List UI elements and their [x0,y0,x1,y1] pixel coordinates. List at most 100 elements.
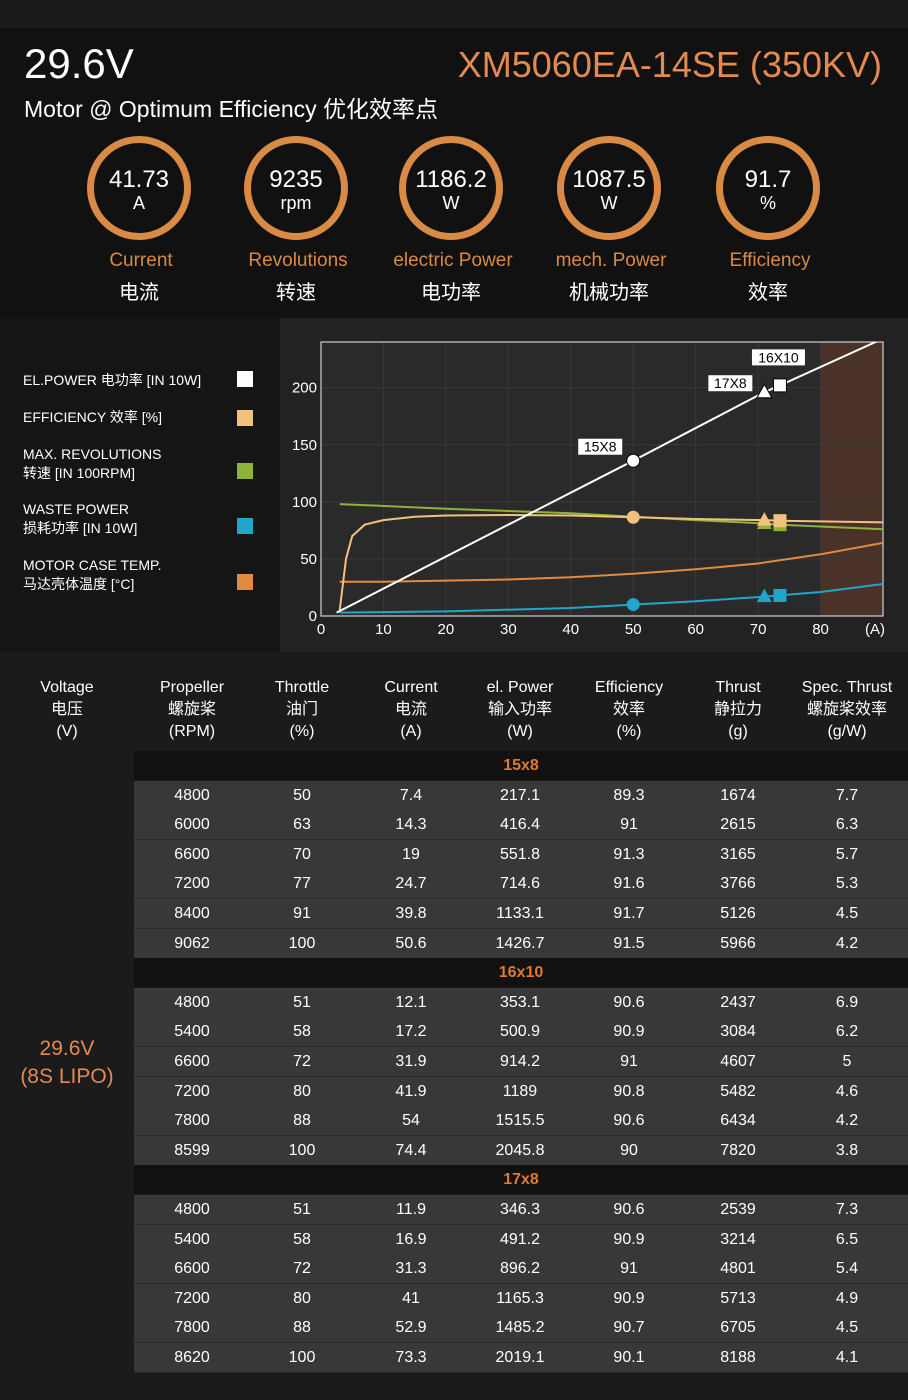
gauge-label-en: electric Power [393,250,513,271]
table-cell: 58 [293,1230,311,1248]
motor-model: XM5060EA-14SE (350KV) [457,44,882,85]
table-cell: 80 [293,1082,311,1100]
table-cell: 5966 [720,934,756,952]
table-cell: 714.6 [499,875,541,893]
table-cell: 6600 [174,1053,210,1070]
table-cell: 6000 [174,816,210,834]
table-cell: 7.3 [835,1201,859,1218]
y-tick-label: 200 [292,380,317,397]
table-row: 7200 77 24.7 714.6 91.6 3766 5.3 [134,869,908,900]
table-cell: 3165 [720,845,756,863]
table-cell: 90.7 [613,1319,645,1337]
table-cell: 5.4 [835,1260,859,1278]
column-header: Voltage 电压 (V) [7,677,127,743]
table-cell: 63 [293,816,311,834]
table-cell: 52.9 [395,1319,427,1337]
table-cell: 500.9 [499,1023,541,1041]
legend-label: MOTOR CASE TEMP. [23,557,162,573]
table-cell: 4.5 [835,1319,859,1337]
performance-chart: 0 10 20 30 40 50 60 70 80 (A) 0 50 100 150 200 15X8 17X8… [292,341,885,638]
legend-item: WASTE POWER 损耗功率 [IN 10W] [23,500,137,538]
gauge: 41.73 A [87,136,191,240]
callout-box [578,438,623,455]
column-header: Thrust 静拉力 (g) [678,677,798,743]
table-cell: 24.7 [395,875,427,893]
voltage-cell: 29.6V (8S LIPO) [0,1035,134,1091]
gauge-value: 1087.5 [572,166,646,193]
table-cell: 58 [293,1023,311,1041]
gauge-ring [399,136,503,240]
table-cell: 4.2 [835,1112,859,1130]
table-cell: 90 [620,1141,638,1159]
column-header-en: Voltage [40,679,94,696]
column-header-unit: (g/W) [827,723,867,740]
table-row: 5400 58 16.9 491.2 90.9 3214 6.5 [134,1224,908,1255]
table-cell: 90.9 [613,1230,645,1248]
series-line-case-temp [339,541,883,583]
x-tick-label: 40 [562,621,579,638]
legend-swatch [237,463,253,479]
table-cell: 91.3 [613,845,645,863]
table-cell: 12.1 [395,993,427,1011]
column-header-unit: (g) [728,723,748,740]
gauge-label-cn: 电流 [119,282,159,304]
table-cell: 39.8 [395,905,427,922]
table-header [0,664,908,750]
table-cell: 88 [293,1319,311,1337]
table-cell: 54 [402,1112,420,1130]
table-cell: 91.6 [613,875,645,893]
y-tick-label: 50 [300,551,317,568]
table-cell: 16.9 [395,1230,427,1248]
table-cell: 5.7 [835,845,859,863]
table-cell: 4800 [174,993,210,1011]
table-cell: 41.9 [395,1082,427,1100]
table-cell: 4.2 [835,934,859,952]
table-row: 7200 80 41.9 1189 90.8 5482 4.6 [134,1076,908,1107]
table-cell: 5400 [174,1230,210,1248]
table-cell: 1133.1 [496,905,544,922]
gauge: 9235 rpm [244,136,348,240]
table-cell: 3084 [720,1023,756,1041]
column-header-unit: (%) [289,723,315,740]
gauge-label-cn: 效率 [748,282,788,304]
table-cell: 1165.3 [496,1289,544,1307]
marker-17x8-el-power [756,383,773,399]
table-cell: 100 [288,934,316,952]
gauge-unit: A [132,193,145,213]
table-row: 9062 100 50.6 1426.7 91.5 5966 4.2 [134,928,908,959]
table-cell: 7800 [174,1112,210,1130]
table-cell: 491.2 [499,1230,541,1248]
table-cell: 72 [293,1260,311,1278]
gauge-unit: rpm [280,193,312,213]
column-header-unit: (%) [616,723,642,740]
table-cell: 4801 [720,1260,756,1278]
table-cell: 100 [288,1141,316,1159]
column-header-unit: (A) [400,723,422,740]
x-tick-label: 20 [438,621,455,638]
table-cell: 8188 [720,1349,756,1366]
legend-label: EFFICIENCY 效率 [%] [23,409,162,425]
chart-panel: 0 10 20 30 40 50 60 70 80 (A) 0 50 100 150 200 15X8 17X8… [280,318,908,652]
table-cell: 8620 [174,1349,210,1366]
propeller-section-header: 15x8 [134,751,908,780]
table-cell: 3214 [720,1230,756,1248]
battery-type: (8S LIPO) [20,1065,114,1088]
table-row: 8599 100 74.4 2045.8 90 7820 3.8 [134,1135,908,1166]
x-tick-label: 60 [687,621,704,638]
table-cell: 31.3 [395,1260,427,1278]
x-tick-label: 70 [750,621,767,638]
voltage-title: 29.6V [24,40,134,87]
table-cell: 3766 [720,875,756,893]
table-cell: 1485.2 [495,1319,545,1337]
gauge-unit: W [600,193,618,213]
gauge-label-en: Current [109,250,173,271]
gauge-label-en: Revolutions [248,250,348,271]
table-cell: 14.3 [395,816,427,834]
legend-label: EL.POWER 电功率 [IN 10W] [23,372,202,388]
table-cell: 4.9 [835,1289,859,1307]
table-cell: 4.1 [835,1349,859,1366]
x-axis-unit: (A) [865,621,885,638]
table-cell: 11.9 [396,1201,426,1218]
column-header-en: Current [384,679,438,696]
table-cell: 7820 [720,1141,756,1159]
